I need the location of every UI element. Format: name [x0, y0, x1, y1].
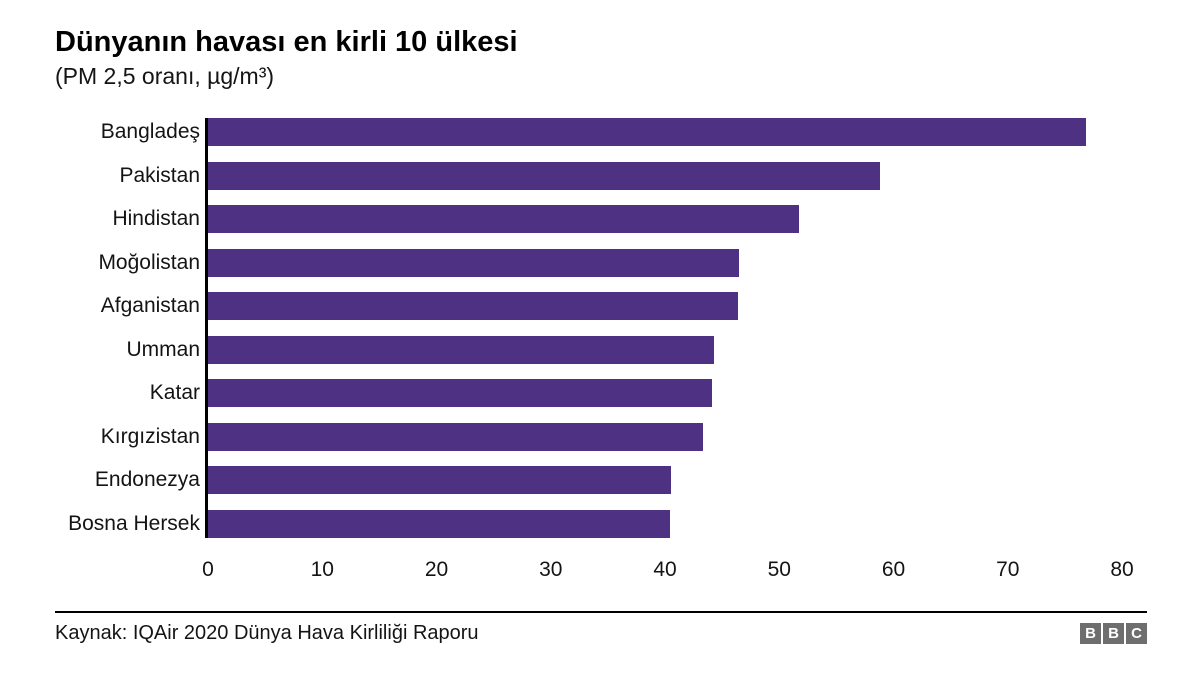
bar [208, 292, 738, 320]
bar [208, 205, 799, 233]
x-tick-label: 70 [996, 558, 1020, 581]
chart-title: Dünyanın havası en kirli 10 ülkesi [55, 26, 518, 58]
x-axis: 0 10 20 30 40 50 60 70 80 [202, 558, 1134, 586]
bar [208, 161, 880, 190]
bar-row: Bosna Hersek [68, 509, 1119, 538]
bar-row: Kırgızistan [101, 422, 1119, 451]
x-tick-label: 0 [202, 558, 214, 581]
x-tick-label: 40 [653, 558, 677, 581]
bar-row: Endonezya [95, 466, 1119, 494]
bbc-logo-block: B [1080, 623, 1101, 644]
x-tick-label: 10 [310, 558, 334, 581]
x-tick-label: 20 [424, 558, 449, 581]
category-label: Bangladeş [100, 120, 200, 143]
plot-area: Bangladeş Pakistan Hindistan Moğolistan Afga… [68, 118, 1119, 538]
bar-row: Moğolistan [98, 248, 1119, 277]
bbc-logo-block: B [1103, 623, 1124, 644]
category-label: Moğolistan [98, 250, 200, 274]
chart-subtitle: (PM 2,5 oranı, µg/m³) [55, 63, 275, 89]
bar-row: Katar [150, 379, 1119, 407]
bar [208, 379, 713, 407]
x-tick-label: 80 [1110, 558, 1134, 581]
bar [208, 335, 714, 364]
category-label: Hindistan [112, 207, 200, 230]
bar-row: Hindistan [112, 205, 1119, 233]
bar [208, 422, 704, 451]
x-tick-label: 60 [881, 558, 906, 581]
footer-divider [55, 611, 1147, 613]
bar [208, 248, 739, 277]
x-tick-label: 30 [539, 558, 563, 581]
category-label: Pakistan [119, 163, 200, 187]
x-tick-label: 50 [767, 558, 791, 581]
bar [208, 466, 672, 494]
category-label: Katar [149, 381, 200, 404]
category-label: Kırgızistan [100, 424, 200, 448]
category-label: Afganistan [100, 294, 200, 317]
category-label: Endonezya [94, 468, 200, 491]
bar-row: Pakistan [119, 161, 1119, 190]
bbc-logo-block: C [1126, 623, 1147, 644]
category-label: Bosna Hersek [68, 511, 200, 535]
bar-row: Umman [126, 335, 1119, 364]
category-label: Umman [126, 337, 200, 361]
bar [208, 509, 671, 538]
bar-row: Afganistan [101, 292, 1119, 320]
bar-row: Bangladeş [101, 118, 1119, 146]
bar [208, 118, 1086, 146]
source-text: Kaynak: IQAir 2020 Dünya Hava Kirliliği … [55, 622, 479, 644]
